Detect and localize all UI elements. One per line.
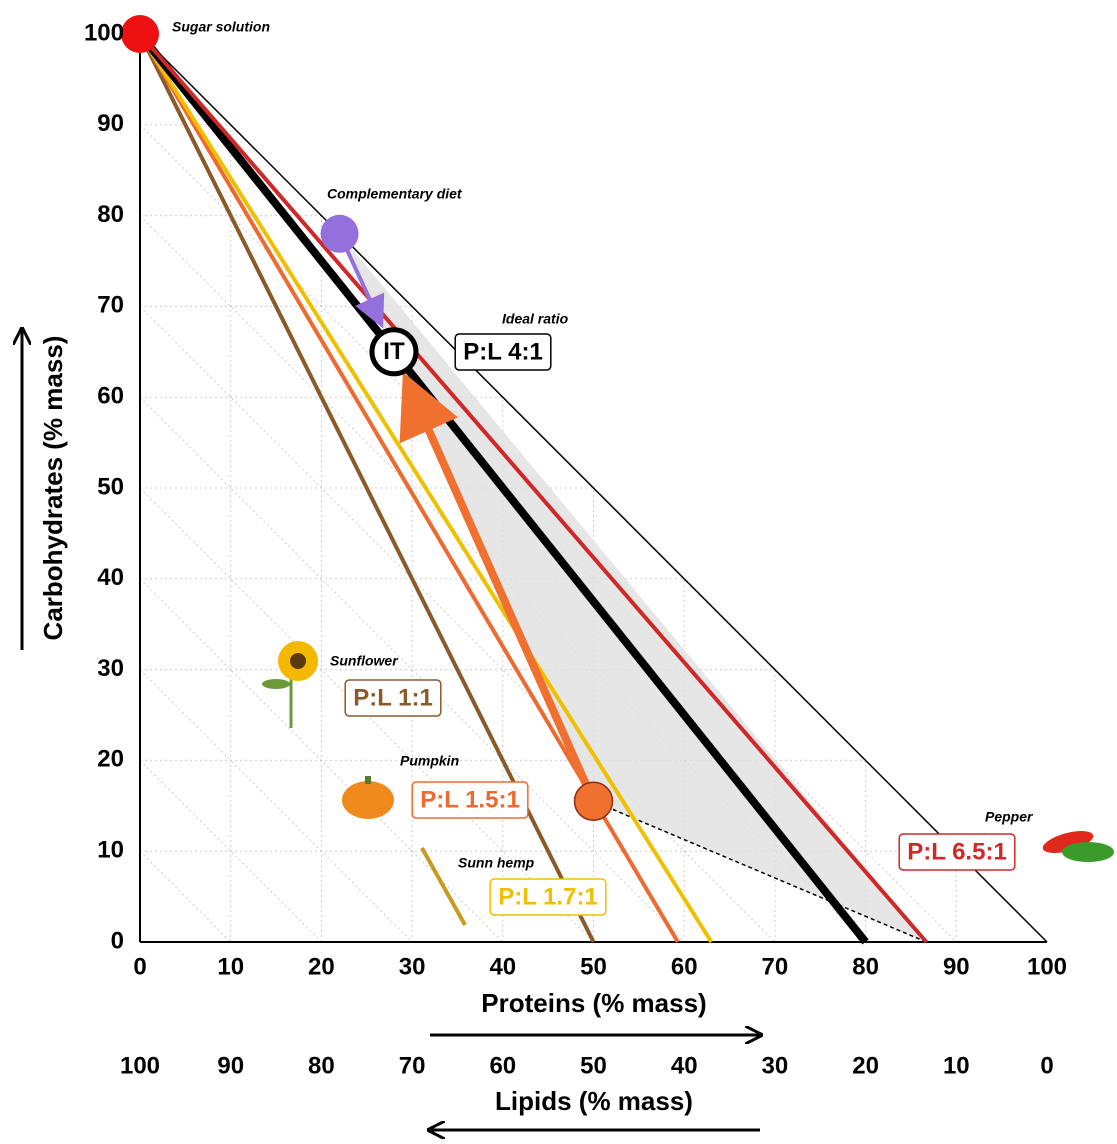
diagonal-grid-line (139, 578, 504, 943)
x2-tick-label: 10 (943, 1052, 970, 1079)
x2-tick-label: 20 (852, 1052, 879, 1079)
x2-tick-label: 0 (1040, 1052, 1053, 1079)
y-tick-label: 0 (111, 927, 124, 954)
ratio-line (138, 32, 714, 944)
x-tick-label: 70 (762, 953, 789, 980)
y-tick-label: 10 (97, 837, 124, 864)
y-tick-label: 100 (84, 19, 124, 46)
ratio-label-box (344, 679, 442, 717)
x-tick-label: 100 (1027, 953, 1067, 980)
x2-tick-label: 30 (762, 1052, 789, 1079)
ratio-label: P:L 1.5:1 (420, 786, 520, 813)
ratio-label: P:L 4:1 (463, 338, 543, 365)
x2-tick-label: 90 (217, 1052, 244, 1079)
source-label: Sunflower (330, 653, 399, 669)
pumpkin-stem (365, 776, 371, 784)
x2-tick-label: 50 (580, 1052, 607, 1079)
ratio-label: P:L 1:1 (353, 684, 433, 711)
sunflower-center (290, 653, 306, 669)
x2-axis-label: Lipids (% mass) (495, 1086, 693, 1116)
y-tick-label: 50 (97, 473, 124, 500)
x2-tick-label: 60 (489, 1052, 516, 1079)
arrow (399, 371, 590, 787)
x-tick-label: 80 (852, 953, 879, 980)
x-tick-label: 30 (399, 953, 426, 980)
y-axis-label: Carbohydrates (% mass) (38, 336, 68, 641)
point-label: IT (383, 338, 405, 365)
y-tick-label: 70 (97, 292, 124, 319)
dotted-edge (593, 800, 927, 943)
arrow (345, 249, 385, 329)
pepper-icon (1062, 842, 1114, 862)
y-tick-label: 60 (97, 383, 124, 410)
ratio-label-box (489, 878, 607, 916)
diagonal-grid-line (139, 396, 685, 943)
source-label: Sunn hemp (458, 855, 535, 871)
point (369, 327, 419, 377)
x-tick-label: 40 (489, 953, 516, 980)
diagonal-grid-line (139, 669, 413, 943)
x2-tick-label: 100 (120, 1052, 160, 1079)
hypotenuse (139, 33, 1048, 943)
ratio-label-box (898, 833, 1016, 871)
plot (121, 15, 1048, 945)
x2-tick-label: 80 (308, 1052, 335, 1079)
y-tick-label: 90 (97, 110, 124, 137)
x-tick-label: 0 (133, 953, 146, 980)
leaf (262, 679, 290, 689)
y-tick-label: 80 (97, 201, 124, 228)
diagonal-grid-line (139, 850, 232, 943)
pumpkin-icon (342, 781, 394, 819)
x2-tick-label: 70 (399, 1052, 426, 1079)
x2-tick-label: 40 (671, 1052, 698, 1079)
x-tick-label: 60 (671, 953, 698, 980)
x-axis-label: Proteins (% mass) (481, 988, 706, 1018)
y-tick-label: 20 (97, 746, 124, 773)
point-label: Sugar solution (172, 19, 270, 35)
icons (262, 641, 1114, 926)
x-tick-label: 50 (580, 953, 607, 980)
ratio-label: P:L 1.7:1 (498, 883, 598, 910)
feasible-region (339, 233, 927, 942)
ratio-line (136, 31, 869, 945)
ratio-line (138, 32, 928, 944)
x-tick-label: 20 (308, 953, 335, 980)
ratio-label-box (454, 333, 552, 371)
point-label: Complementary diet (327, 186, 463, 202)
point (121, 15, 159, 53)
y-tick-label: 40 (97, 564, 124, 591)
ratio-label-box (411, 781, 529, 819)
ratio-label: P:L 6.5:1 (907, 838, 1007, 865)
point (573, 781, 614, 822)
y-tick-label: 30 (97, 655, 124, 682)
pepper-icon (1042, 831, 1094, 853)
sunn-hemp-icon (420, 847, 467, 926)
source-label: Ideal ratio (502, 311, 569, 327)
x-tick-label: 90 (943, 953, 970, 980)
x-tick-label: 10 (217, 953, 244, 980)
source-label: Pepper (985, 809, 1034, 825)
source-label: Pumpkin (400, 753, 459, 769)
point (320, 214, 359, 253)
